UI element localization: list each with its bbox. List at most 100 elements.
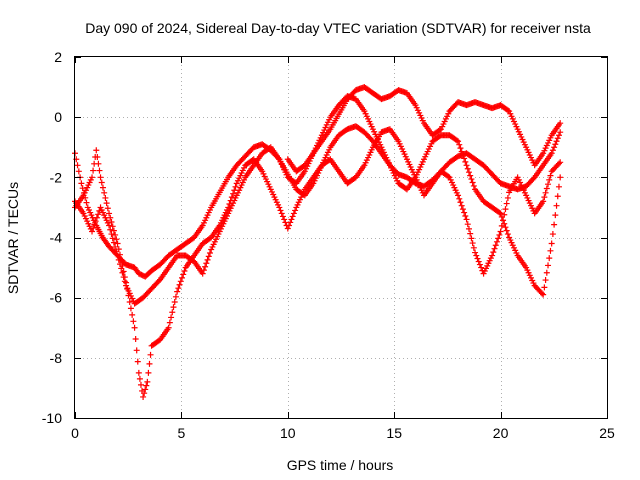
data-point [552, 212, 559, 219]
x-tick-label: 25 [599, 425, 615, 441]
data-point [553, 202, 560, 209]
data-point [131, 324, 138, 331]
data-point [551, 144, 558, 151]
data-point [538, 290, 545, 297]
data-point [445, 173, 452, 180]
data-point [547, 172, 554, 179]
axis-ticks: 0 5 10 15 20 25 -10 -8 -6 -4 -2 0 2 [42, 49, 615, 441]
data-point [155, 277, 162, 284]
grid [75, 57, 607, 418]
data-point [230, 190, 237, 197]
y-tick-label: -8 [50, 350, 63, 366]
data-point [92, 218, 99, 225]
data-point [116, 261, 123, 268]
data-point [497, 228, 504, 235]
data-point [129, 311, 136, 318]
data-point [472, 249, 479, 256]
data-point [547, 247, 554, 254]
data-point [143, 382, 150, 389]
data-point [93, 147, 100, 154]
y-tick-label: -10 [42, 410, 62, 426]
data-point [557, 129, 564, 136]
data-point [546, 176, 553, 183]
data-point [455, 138, 462, 145]
data-point [134, 358, 141, 365]
data-point [545, 262, 552, 269]
data-point [200, 267, 207, 274]
data-point [93, 214, 100, 221]
data-point [464, 221, 471, 228]
data-point [110, 227, 117, 234]
data-point [469, 240, 476, 247]
data-point [281, 216, 288, 223]
data-point [120, 274, 127, 281]
data-point [104, 205, 111, 212]
data-point [172, 293, 179, 300]
data-point [170, 304, 177, 311]
data-point [557, 159, 564, 166]
data-point [278, 210, 285, 217]
data-point [552, 141, 559, 148]
data-point [136, 375, 143, 382]
data-point [89, 174, 96, 181]
data-point [457, 199, 464, 206]
data-point [165, 324, 172, 331]
data-point [503, 227, 510, 234]
data-point [459, 151, 466, 158]
data-point [541, 194, 548, 201]
data-point [502, 224, 509, 231]
x-tick-label: 10 [280, 425, 296, 441]
data-point [91, 221, 98, 228]
data-point [543, 185, 550, 192]
data-point [292, 207, 299, 214]
data-point [137, 381, 144, 388]
data-point [461, 155, 468, 162]
y-tick-label: 0 [54, 109, 62, 125]
data-point [96, 167, 103, 174]
data-point [493, 238, 500, 245]
data-point [489, 252, 496, 259]
data-point [478, 264, 485, 271]
data-point [459, 206, 466, 213]
data-point [202, 263, 209, 270]
data-point [551, 221, 558, 228]
data-point [458, 148, 465, 155]
data-point [469, 179, 476, 186]
data-point [98, 179, 105, 186]
data-point [89, 228, 96, 235]
data-point [540, 291, 547, 298]
x-tick-label: 20 [493, 425, 509, 441]
data-point [476, 261, 483, 268]
data-point [102, 194, 109, 201]
data-point [461, 209, 468, 216]
data-point [90, 167, 97, 174]
data-point [475, 258, 482, 265]
data-point [171, 298, 178, 305]
data-point [453, 137, 460, 144]
chart-title: Day 090 of 2024, Sidereal Day-to-day VTE… [85, 20, 591, 36]
data-point [545, 181, 552, 188]
data-point [146, 360, 153, 367]
data-point [530, 175, 537, 182]
data-point [462, 213, 469, 220]
data-point [290, 210, 297, 217]
data-point [120, 268, 127, 275]
data-point [114, 252, 121, 259]
data-point [75, 168, 82, 175]
data-point [179, 274, 186, 281]
data-point [555, 132, 562, 139]
data-point [503, 200, 510, 207]
data-point [132, 336, 139, 343]
y-tick-label: -6 [50, 290, 63, 306]
data-point [181, 268, 188, 275]
data-point [542, 277, 549, 284]
data-point [166, 319, 173, 326]
data-point [279, 213, 286, 220]
data-point [168, 314, 175, 321]
x-axis-label: GPS time / hours [287, 457, 394, 473]
data-point [456, 195, 463, 202]
data-point [543, 269, 550, 276]
data-point [141, 390, 148, 397]
data-point [114, 240, 121, 247]
